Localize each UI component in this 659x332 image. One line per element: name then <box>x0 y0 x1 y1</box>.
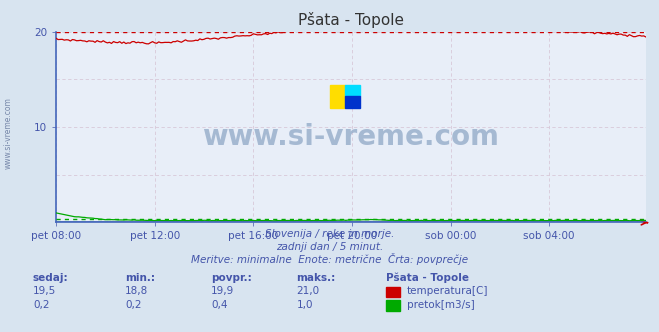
Text: 0,2: 0,2 <box>125 300 142 310</box>
Text: 0,2: 0,2 <box>33 300 49 310</box>
Text: www.si-vreme.com: www.si-vreme.com <box>202 123 500 150</box>
Text: min.:: min.: <box>125 273 156 283</box>
Text: www.si-vreme.com: www.si-vreme.com <box>3 97 13 169</box>
Text: temperatura[C]: temperatura[C] <box>407 286 488 296</box>
Text: 1,0: 1,0 <box>297 300 313 310</box>
Text: 19,5: 19,5 <box>33 286 56 296</box>
Text: zadnji dan / 5 minut.: zadnji dan / 5 minut. <box>276 242 383 252</box>
Text: 0,4: 0,4 <box>211 300 227 310</box>
Text: pretok[m3/s]: pretok[m3/s] <box>407 300 474 310</box>
Text: 18,8: 18,8 <box>125 286 148 296</box>
Text: sedaj:: sedaj: <box>33 273 69 283</box>
Text: 21,0: 21,0 <box>297 286 320 296</box>
Bar <box>330 85 345 108</box>
Bar <box>345 85 360 96</box>
Bar <box>345 96 360 108</box>
Text: maks.:: maks.: <box>297 273 336 283</box>
Text: povpr.:: povpr.: <box>211 273 252 283</box>
Text: Meritve: minimalne  Enote: metrične  Črta: povprečje: Meritve: minimalne Enote: metrične Črta:… <box>191 253 468 265</box>
Text: Pšata - Topole: Pšata - Topole <box>386 272 469 283</box>
Text: 19,9: 19,9 <box>211 286 234 296</box>
Title: Pšata - Topole: Pšata - Topole <box>298 12 404 28</box>
Text: Slovenija / reke in morje.: Slovenija / reke in morje. <box>265 229 394 239</box>
